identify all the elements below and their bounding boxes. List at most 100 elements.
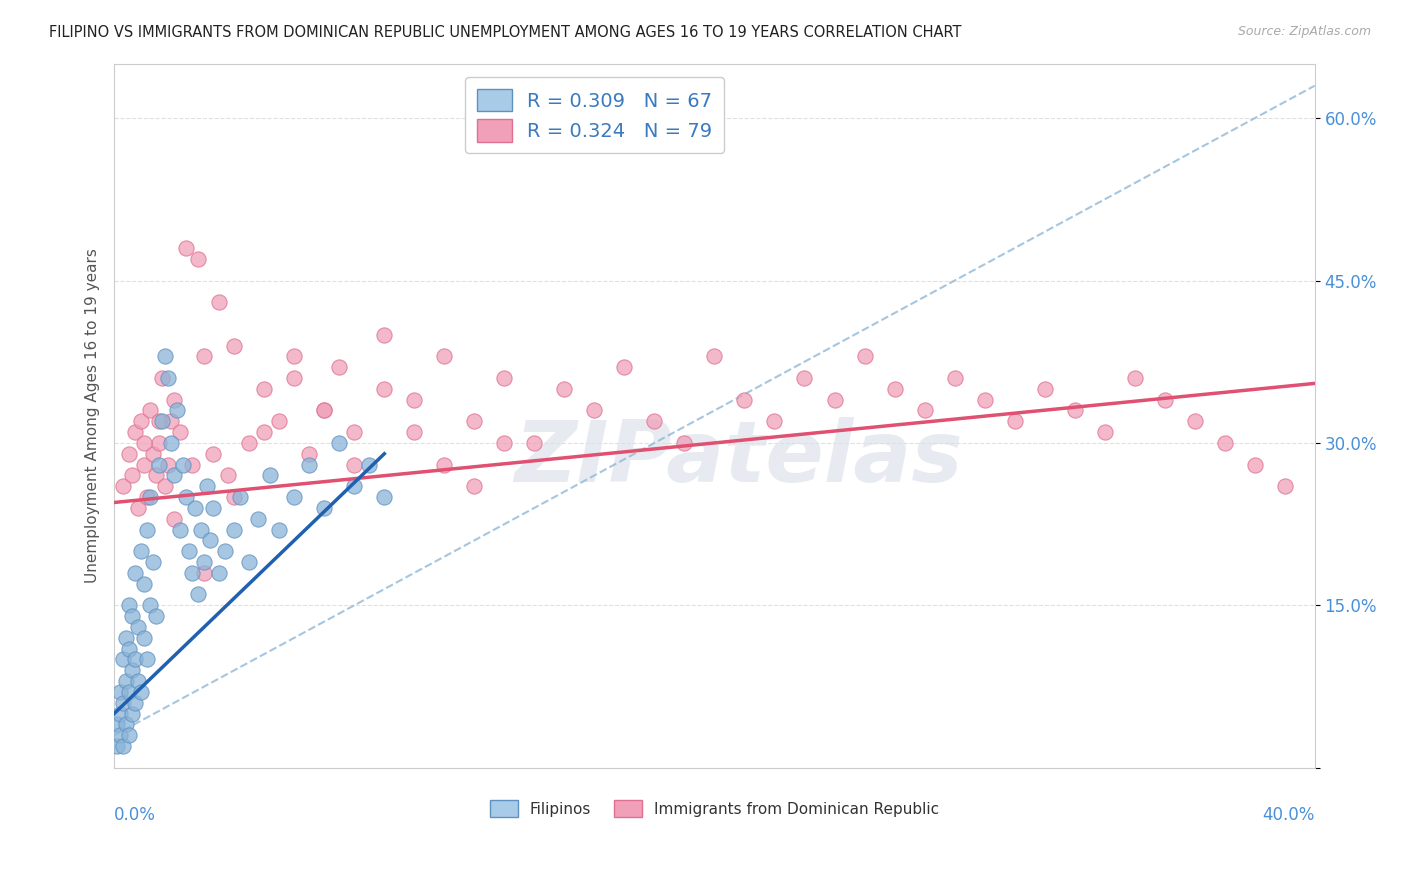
Point (129, 685, 152, 699)
Point (112, 696, 135, 710)
Point (643, 414, 665, 428)
Point (613, 360, 636, 375)
Point (193, 566, 215, 580)
Point (238, 555, 260, 569)
Point (208, 295, 231, 310)
Point (121, 609, 143, 624)
Point (179, 544, 201, 558)
Point (283, 349, 305, 363)
Point (1063, 403, 1085, 417)
Point (150, 414, 173, 428)
Point (105, 717, 128, 731)
Point (433, 349, 456, 363)
Point (583, 403, 606, 417)
Point (238, 436, 260, 450)
Point (166, 403, 188, 417)
Point (157, 458, 180, 472)
Point (134, 458, 156, 472)
Point (1004, 414, 1026, 428)
Point (853, 349, 876, 363)
Point (247, 512, 270, 526)
Point (1123, 371, 1146, 385)
Point (463, 414, 485, 428)
Point (1184, 414, 1206, 428)
Legend: Filipinos, Immigrants from Dominican Republic: Filipinos, Immigrants from Dominican Rep… (484, 794, 945, 823)
Point (343, 425, 366, 439)
Point (195, 479, 218, 493)
Point (160, 414, 183, 428)
Point (129, 544, 152, 558)
Text: 40.0%: 40.0% (1263, 806, 1315, 824)
Point (463, 479, 485, 493)
Point (224, 523, 246, 537)
Point (115, 717, 138, 731)
Point (259, 468, 281, 483)
Text: FILIPINO VS IMMIGRANTS FROM DOMINICAN REPUBLIC UNEMPLOYMENT AMONG AGES 16 TO 19 : FILIPINO VS IMMIGRANTS FROM DOMINICAN RE… (49, 25, 962, 40)
Point (824, 392, 846, 407)
Point (174, 241, 197, 255)
Point (129, 414, 152, 428)
Point (373, 327, 395, 342)
Point (145, 468, 167, 483)
Point (433, 458, 456, 472)
Point (328, 360, 350, 375)
Point (523, 436, 546, 450)
Point (283, 371, 305, 385)
Point (269, 414, 291, 428)
Point (494, 436, 516, 450)
Point (139, 490, 162, 504)
Point (1213, 436, 1236, 450)
Point (1033, 382, 1056, 396)
Point (1153, 392, 1175, 407)
Point (943, 371, 966, 385)
Point (184, 500, 207, 515)
Point (494, 371, 516, 385)
Point (793, 371, 815, 385)
Point (224, 338, 246, 352)
Point (157, 371, 180, 385)
Text: ZIPatеlas: ZIPatеlas (515, 417, 963, 500)
Point (112, 739, 135, 753)
Point (673, 436, 696, 450)
Point (127, 620, 149, 634)
Point (190, 523, 212, 537)
Point (314, 403, 336, 417)
Point (174, 490, 197, 504)
Point (328, 436, 350, 450)
Point (314, 403, 336, 417)
Point (359, 458, 381, 472)
Point (136, 490, 159, 504)
Point (229, 490, 252, 504)
Point (298, 458, 321, 472)
Point (108, 706, 131, 721)
Point (1274, 479, 1296, 493)
Point (142, 447, 165, 461)
Point (121, 663, 143, 677)
Point (127, 500, 149, 515)
Point (108, 728, 131, 742)
Point (118, 728, 141, 742)
Point (404, 425, 426, 439)
Point (134, 436, 156, 450)
Point (127, 674, 149, 689)
Point (169, 523, 191, 537)
Point (200, 533, 222, 548)
Point (105, 739, 128, 753)
Point (193, 349, 215, 363)
Point (121, 468, 143, 483)
Point (298, 447, 321, 461)
Point (124, 696, 146, 710)
Point (112, 479, 135, 493)
Point (343, 458, 366, 472)
Point (224, 490, 246, 504)
Point (1094, 425, 1116, 439)
Point (193, 555, 215, 569)
Point (253, 425, 276, 439)
Point (404, 392, 426, 407)
Point (169, 425, 191, 439)
Point (118, 641, 141, 656)
Point (124, 652, 146, 666)
Point (124, 425, 146, 439)
Point (118, 599, 141, 613)
Point (1243, 458, 1265, 472)
